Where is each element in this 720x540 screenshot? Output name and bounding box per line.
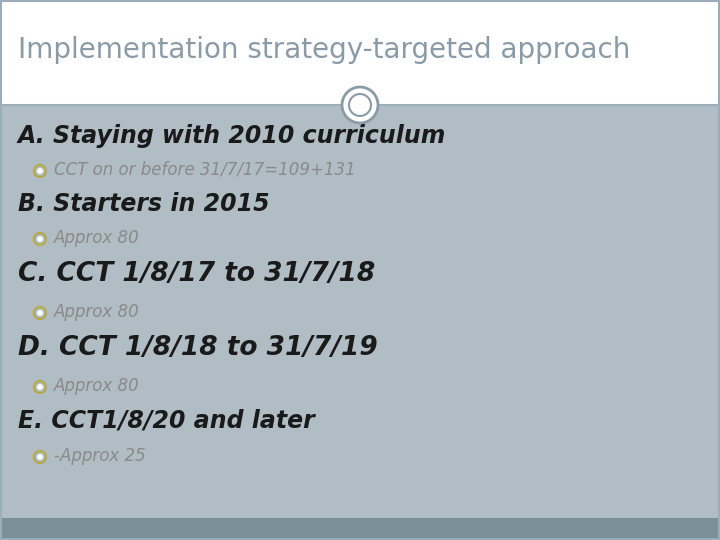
Circle shape: [37, 384, 43, 390]
Text: D. CCT 1/8/18 to 31/7/19: D. CCT 1/8/18 to 31/7/19: [18, 335, 378, 361]
Circle shape: [342, 87, 378, 123]
Text: B. Starters in 2015: B. Starters in 2015: [18, 192, 269, 216]
Circle shape: [37, 168, 43, 174]
Bar: [0, 518, 720, 540]
Text: -Approx 25: -Approx 25: [54, 447, 145, 465]
Text: Approx 80: Approx 80: [54, 377, 140, 395]
Circle shape: [37, 310, 43, 316]
Text: Approx 80: Approx 80: [54, 229, 140, 247]
Text: Implementation strategy-targeted approach: Implementation strategy-targeted approac…: [18, 36, 631, 64]
Bar: [0, 0, 720, 105]
Circle shape: [37, 236, 43, 242]
Bar: [0, 105, 720, 518]
Text: A. Staying with 2010 curriculum: A. Staying with 2010 curriculum: [18, 124, 446, 148]
Circle shape: [37, 454, 43, 460]
Text: E. CCT1/8/20 and later: E. CCT1/8/20 and later: [18, 408, 315, 432]
Text: C. CCT 1/8/17 to 31/7/18: C. CCT 1/8/17 to 31/7/18: [18, 261, 375, 287]
Circle shape: [349, 94, 371, 116]
Text: Approx 80: Approx 80: [54, 303, 140, 321]
Text: CCT on or before 31/7/17=109+131: CCT on or before 31/7/17=109+131: [54, 161, 356, 179]
